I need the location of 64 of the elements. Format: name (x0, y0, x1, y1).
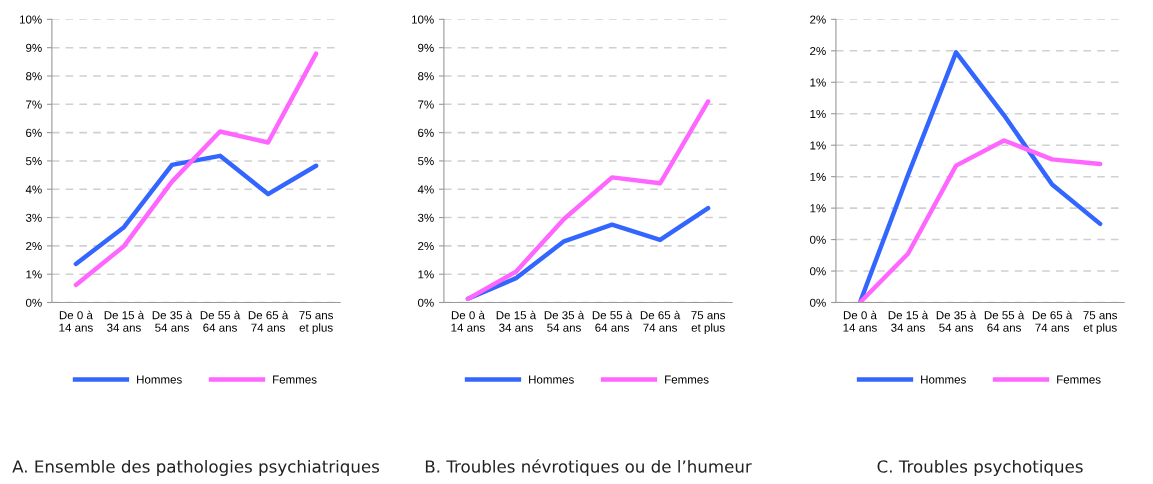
x-tick-label: 75 ans et plus (691, 311, 726, 334)
y-tick-label: 1% (418, 270, 434, 279)
x-tick-label: 75 ans et plus (1083, 311, 1118, 334)
y-tick-label: 8% (26, 72, 42, 81)
line-series (73, 153, 319, 267)
y-tick-label: 9% (418, 43, 434, 52)
x-tick-label: De 55 à 64 ans (984, 310, 1025, 332)
y-tick-label: 6% (26, 128, 42, 137)
x-tick-label: De 65 à 74 ans (1032, 310, 1073, 332)
x-tick-label: De 55 à 64 ans (200, 310, 241, 332)
legend-label: Hommes (529, 375, 574, 384)
y-tick-label: 2% (26, 242, 42, 251)
y-tick-label: 1% (810, 172, 826, 181)
x-tick-label: De 15 à 34 ans (104, 310, 145, 332)
y-tick-label: 1% (26, 270, 42, 279)
y-tick-label: 2% (810, 46, 826, 56)
x-tick-label: 75 ans et plus (299, 311, 334, 334)
x-tick-label: De 65 à 74 ans (248, 310, 289, 332)
legend-label: Femmes (273, 375, 317, 384)
line-series (73, 51, 319, 288)
y-tick-label: 2% (418, 242, 434, 251)
x-tick-label: De 35 à 54 ans (936, 310, 977, 332)
x-tick-label: De 35 à 54 ans (152, 310, 193, 332)
y-tick-label: 2% (810, 15, 826, 24)
x-tick-label: De 15 à 34 ans (888, 310, 929, 332)
y-tick-label: 1% (810, 109, 826, 118)
legend-label: Femmes (1057, 375, 1101, 384)
y-tick-label: 9% (26, 43, 42, 52)
x-tick-label: De 0 à 14 ans (451, 310, 485, 332)
x-tick-label: De 55 à 64 ans (592, 310, 633, 332)
text: B. Troubles névrotiques ou de l’humeur (425, 459, 752, 477)
y-tick-label: 5% (417, 157, 434, 166)
text: A. Ensemble des pathologies psychiatriques (12, 459, 380, 477)
x-tick-label: De 65 à 74 ans (640, 310, 681, 332)
y-tick-label: 0% (809, 298, 826, 307)
y-tick-label: 0% (25, 298, 42, 307)
legend-label: Hommes (921, 375, 966, 384)
text: C. Troubles psychotiques (877, 459, 1083, 477)
y-tick-label: 8% (418, 72, 434, 81)
y-tick-label: 1% (810, 141, 826, 150)
legend-label: Femmes (665, 375, 709, 384)
y-tick-label: 0% (809, 235, 826, 244)
y-tick-label: 1% (810, 204, 826, 213)
line-series (857, 138, 1103, 303)
x-tick-label: De 15 à 34 ans (496, 310, 537, 332)
line-series (465, 99, 711, 302)
y-tick-label: 4% (25, 185, 42, 194)
y-tick-label: 0% (809, 267, 826, 276)
legend-label: Hommes (137, 375, 182, 384)
y-tick-label: 3% (25, 213, 42, 222)
y-tick-label: 7% (26, 100, 42, 109)
y-tick-label: 7% (418, 100, 434, 109)
y-tick-label: 1% (810, 78, 826, 87)
x-tick-label: De 35 à 54 ans (544, 310, 585, 332)
y-tick-label: 3% (417, 213, 434, 222)
y-tick-label: 5% (25, 157, 42, 166)
y-tick-label: 10% (411, 15, 434, 24)
y-tick-label: 10% (19, 15, 42, 24)
y-tick-label: 4% (417, 185, 434, 194)
line-series (857, 50, 1103, 303)
y-tick-label: 6% (418, 128, 434, 137)
x-tick-label: De 0 à 14 ans (843, 310, 877, 332)
x-tick-label: De 0 à 14 ans (59, 310, 93, 332)
y-tick-label: 0% (417, 298, 434, 307)
